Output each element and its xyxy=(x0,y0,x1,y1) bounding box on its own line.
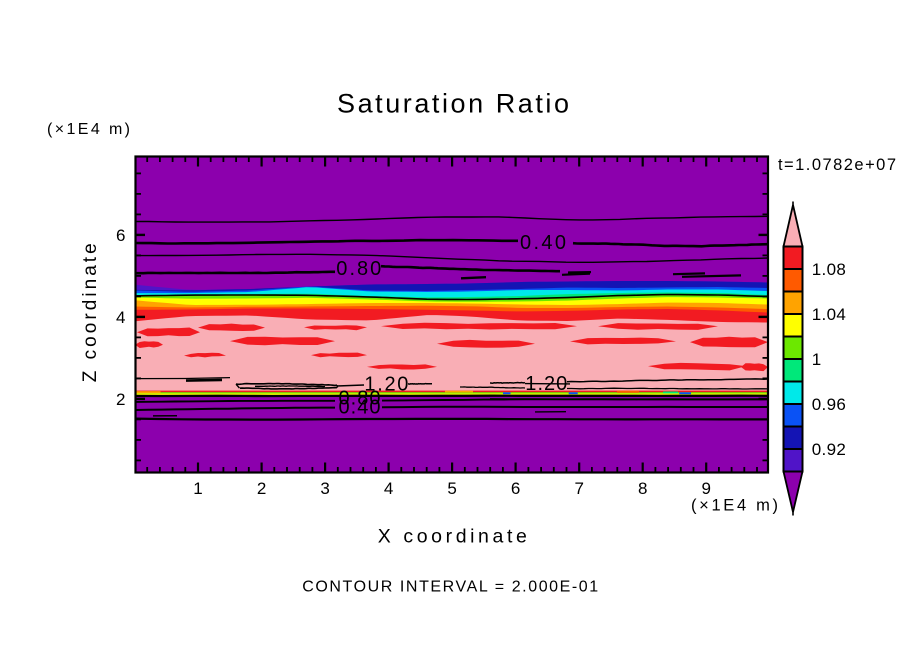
svg-text:9: 9 xyxy=(701,479,710,498)
svg-text:Saturation Ratio: Saturation Ratio xyxy=(337,89,569,119)
svg-text:8: 8 xyxy=(638,479,647,498)
svg-text:1.20: 1.20 xyxy=(364,374,408,396)
svg-text:4: 4 xyxy=(116,308,125,327)
svg-text:0.92: 0.92 xyxy=(812,440,846,459)
svg-text:1.04: 1.04 xyxy=(812,305,846,324)
svg-text:1.08: 1.08 xyxy=(812,260,846,279)
svg-text:1.20: 1.20 xyxy=(525,373,567,395)
svg-text:0.40: 0.40 xyxy=(520,232,566,254)
svg-text:2: 2 xyxy=(116,390,125,409)
svg-text:0.40: 0.40 xyxy=(339,396,381,418)
svg-text:2: 2 xyxy=(257,479,266,498)
svg-text:0.80: 0.80 xyxy=(339,387,381,409)
svg-text:6: 6 xyxy=(116,226,125,245)
svg-text:4: 4 xyxy=(384,479,393,498)
svg-text:7: 7 xyxy=(574,479,583,498)
svg-text:1: 1 xyxy=(812,350,821,369)
svg-text:0.80: 0.80 xyxy=(336,258,381,280)
svg-text:3: 3 xyxy=(320,479,329,498)
svg-text:CONTOUR INTERVAL = 2.000E-01: CONTOUR INTERVAL = 2.000E-01 xyxy=(302,579,598,596)
svg-text:1: 1 xyxy=(193,479,202,498)
svg-text:0.96: 0.96 xyxy=(812,395,846,414)
svg-text:6: 6 xyxy=(511,479,520,498)
svg-text:5: 5 xyxy=(447,479,456,498)
svg-text:t=1.0782e+07: t=1.0782e+07 xyxy=(778,156,896,174)
